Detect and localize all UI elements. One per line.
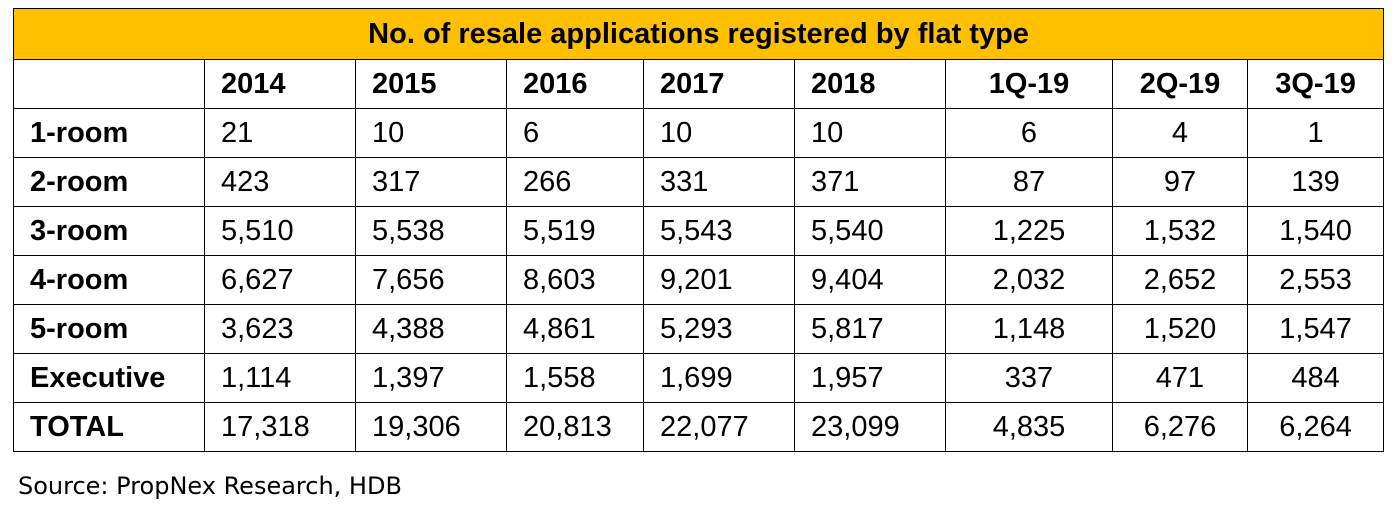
table-cell: 10: [643, 108, 795, 158]
table-cell: 1,957: [794, 353, 946, 403]
table-cell: 4,388: [355, 304, 507, 354]
table-row: 5-room 3,623 4,388 4,861 5,293 5,817 1,148 1,52…: [13, 304, 1385, 354]
table-cell: 1,225: [945, 206, 1113, 256]
table-cell: 22,077: [643, 402, 795, 452]
column-header: 2016: [506, 59, 644, 109]
table-cell: 5,538: [355, 206, 507, 256]
table-cell: 4: [1112, 108, 1248, 158]
row-label: 1-room: [13, 108, 205, 158]
table-row: 3-room 5,510 5,538 5,519 5,543 5,540 1,225 1,53…: [13, 206, 1385, 256]
table-cell: 7,656: [355, 255, 507, 305]
table-cell: 5,543: [643, 206, 795, 256]
table-cell: 6,264: [1246, 402, 1385, 452]
source-note: Source: PropNex Research, HDB: [18, 472, 402, 500]
table-cell: 97: [1112, 157, 1248, 207]
table-cell: 3,623: [204, 304, 356, 354]
table-cell: 317: [355, 157, 507, 207]
table-cell: 23,099: [794, 402, 946, 452]
table-cell: 484: [1246, 353, 1385, 403]
table-cell: 266: [506, 157, 644, 207]
column-header: 3Q-19: [1246, 59, 1385, 109]
row-label: 2-room: [13, 157, 205, 207]
column-header: 2Q-19: [1112, 59, 1248, 109]
row-label: TOTAL: [13, 402, 205, 452]
table-cell: 4,835: [945, 402, 1113, 452]
column-header: 2014: [204, 59, 356, 109]
table-cell: 5,510: [204, 206, 356, 256]
table-cell: 21: [204, 108, 356, 158]
column-header: 2017: [643, 59, 795, 109]
table-cell: 87: [945, 157, 1113, 207]
table-cell: 1,520: [1112, 304, 1248, 354]
row-label: Executive: [13, 353, 205, 403]
column-header: 2018: [794, 59, 946, 109]
corner-cell: [13, 59, 205, 109]
table-cell: 1,547: [1246, 304, 1385, 354]
table-row: Executive 1,114 1,397 1,558 1,699 1,957 337 471…: [13, 353, 1385, 403]
table-cell: 1,532: [1112, 206, 1248, 256]
table-cell: 5,293: [643, 304, 795, 354]
table-row: TOTAL 17,318 19,306 20,813 22,077 23,099 4,835…: [13, 402, 1385, 452]
table-cell: 5,519: [506, 206, 644, 256]
table-cell: 19,306: [355, 402, 507, 452]
table-cell: 1,148: [945, 304, 1113, 354]
table-row: 2-room 423 317 266 331 371 87 97 139: [13, 157, 1385, 207]
table-cell: 471: [1112, 353, 1248, 403]
table-cell: 1,540: [1246, 206, 1385, 256]
table-cell: 6: [945, 108, 1113, 158]
table-cell: 1,558: [506, 353, 644, 403]
resale-applications-table: No. of resale applications registered by…: [12, 8, 1385, 452]
table-row: 1-room 21 10 6 10 10 6 4 1: [13, 108, 1385, 158]
row-label: 3-room: [13, 206, 205, 256]
table-cell: 2,553: [1246, 255, 1385, 305]
table-cell: 1,397: [355, 353, 507, 403]
table-cell: 8,603: [506, 255, 644, 305]
row-label: 5-room: [13, 304, 205, 354]
table-cell: 139: [1246, 157, 1385, 207]
column-header: 2015: [355, 59, 507, 109]
table-cell: 337: [945, 353, 1113, 403]
table-cell: 20,813: [506, 402, 644, 452]
table-cell: 1,114: [204, 353, 356, 403]
table-cell: 5,540: [794, 206, 946, 256]
table-row: 4-room 6,627 7,656 8,603 9,201 9,404 2,032 2,65…: [13, 255, 1385, 305]
table-cell: 6: [506, 108, 644, 158]
table-cell: 423: [204, 157, 356, 207]
table-cell: 9,404: [794, 255, 946, 305]
column-header: 1Q-19: [945, 59, 1113, 109]
column-header-row: 2014 2015 2016 2017 2018 1Q-19 2Q-19 3Q-…: [13, 59, 1385, 109]
table-cell: 331: [643, 157, 795, 207]
table-cell: 10: [355, 108, 507, 158]
table-cell: 6,627: [204, 255, 356, 305]
table-cell: 2,652: [1112, 255, 1248, 305]
table-cell: 5,817: [794, 304, 946, 354]
table-cell: 2,032: [945, 255, 1113, 305]
table-cell: 4,861: [506, 304, 644, 354]
table-cell: 9,201: [643, 255, 795, 305]
table-body: 1-room 21 10 6 10 10 6 4 1 2-room 423 317 266 331 371 8…: [13, 108, 1385, 452]
table-title: No. of resale applications registered by…: [12, 8, 1385, 60]
table-cell: 6,276: [1112, 402, 1248, 452]
table-cell: 371: [794, 157, 946, 207]
table-cell: 10: [794, 108, 946, 158]
row-label: 4-room: [13, 255, 205, 305]
table-cell: 1: [1246, 108, 1385, 158]
table-cell: 17,318: [204, 402, 356, 452]
table-cell: 1,699: [643, 353, 795, 403]
